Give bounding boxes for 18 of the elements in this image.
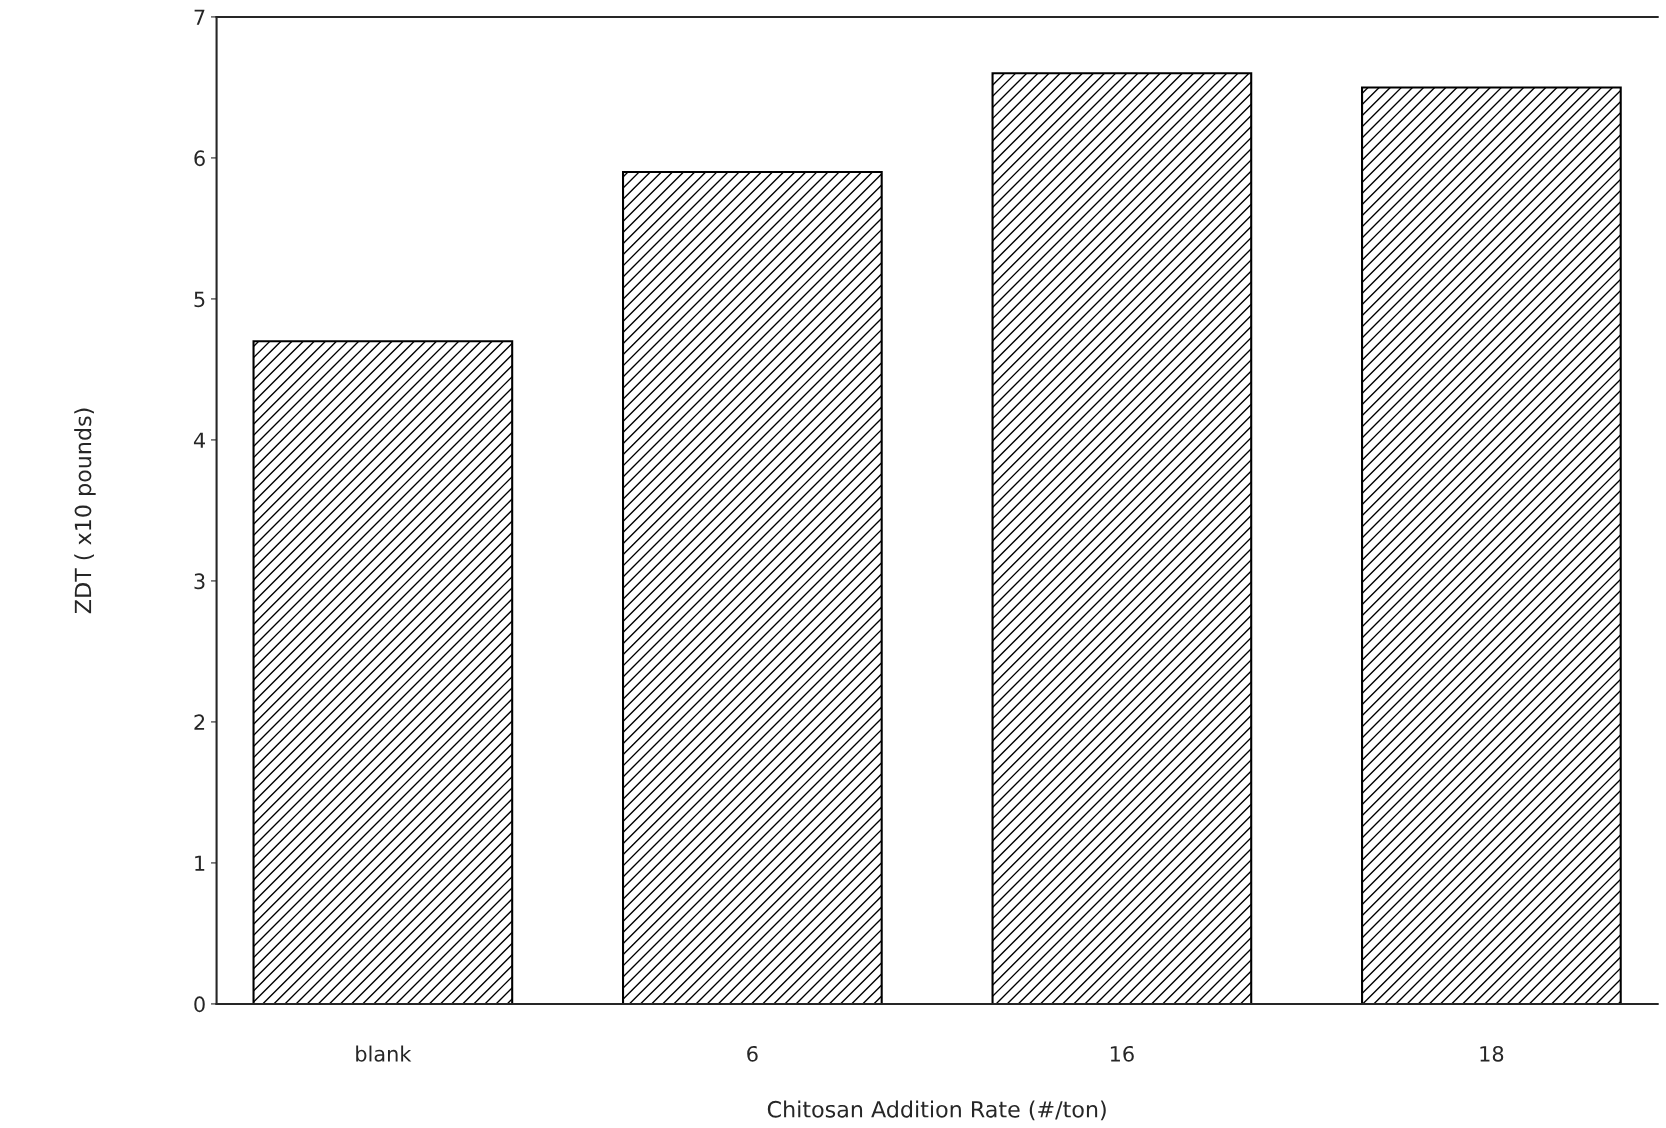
x-tick-label: 18 <box>1480 1045 1504 1062</box>
y-tick-label: 5 <box>194 291 205 308</box>
bar <box>991 72 1253 1004</box>
y-axis-title: ZDT ( x10 pounds) <box>74 408 96 614</box>
x-tick-label: 6 <box>747 1045 758 1062</box>
x-tick-label: 16 <box>1110 1045 1134 1062</box>
y-tick-label: 4 <box>193 432 205 448</box>
x-tick-label: blank <box>356 1045 412 1062</box>
y-tick-label: 3 <box>194 573 205 590</box>
y-tick-label: 0 <box>194 996 205 1013</box>
y-tick-label: 2 <box>194 714 205 730</box>
x-axis-title: Chitosan Addition Rate (#/ton) <box>767 1100 1106 1121</box>
bar <box>252 340 514 1004</box>
y-tick-label: 7 <box>194 9 205 25</box>
bar <box>622 170 883 1004</box>
y-tick-label: 1 <box>195 855 205 871</box>
bar <box>1361 86 1622 1004</box>
y-tick-label: 6 <box>194 150 205 167</box>
